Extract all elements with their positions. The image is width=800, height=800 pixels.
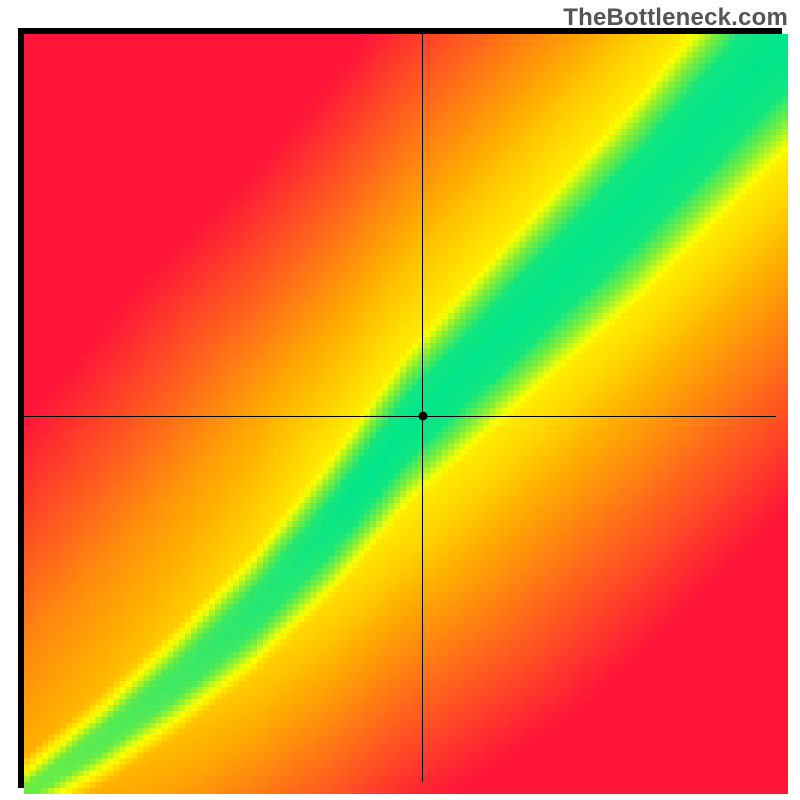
plot-area (18, 28, 782, 788)
heatmap-canvas (24, 34, 788, 794)
crosshair-marker (418, 412, 427, 421)
crosshair-horizontal (24, 416, 776, 417)
chart-frame: TheBottleneck.com (0, 0, 800, 800)
crosshair-vertical (422, 34, 423, 782)
